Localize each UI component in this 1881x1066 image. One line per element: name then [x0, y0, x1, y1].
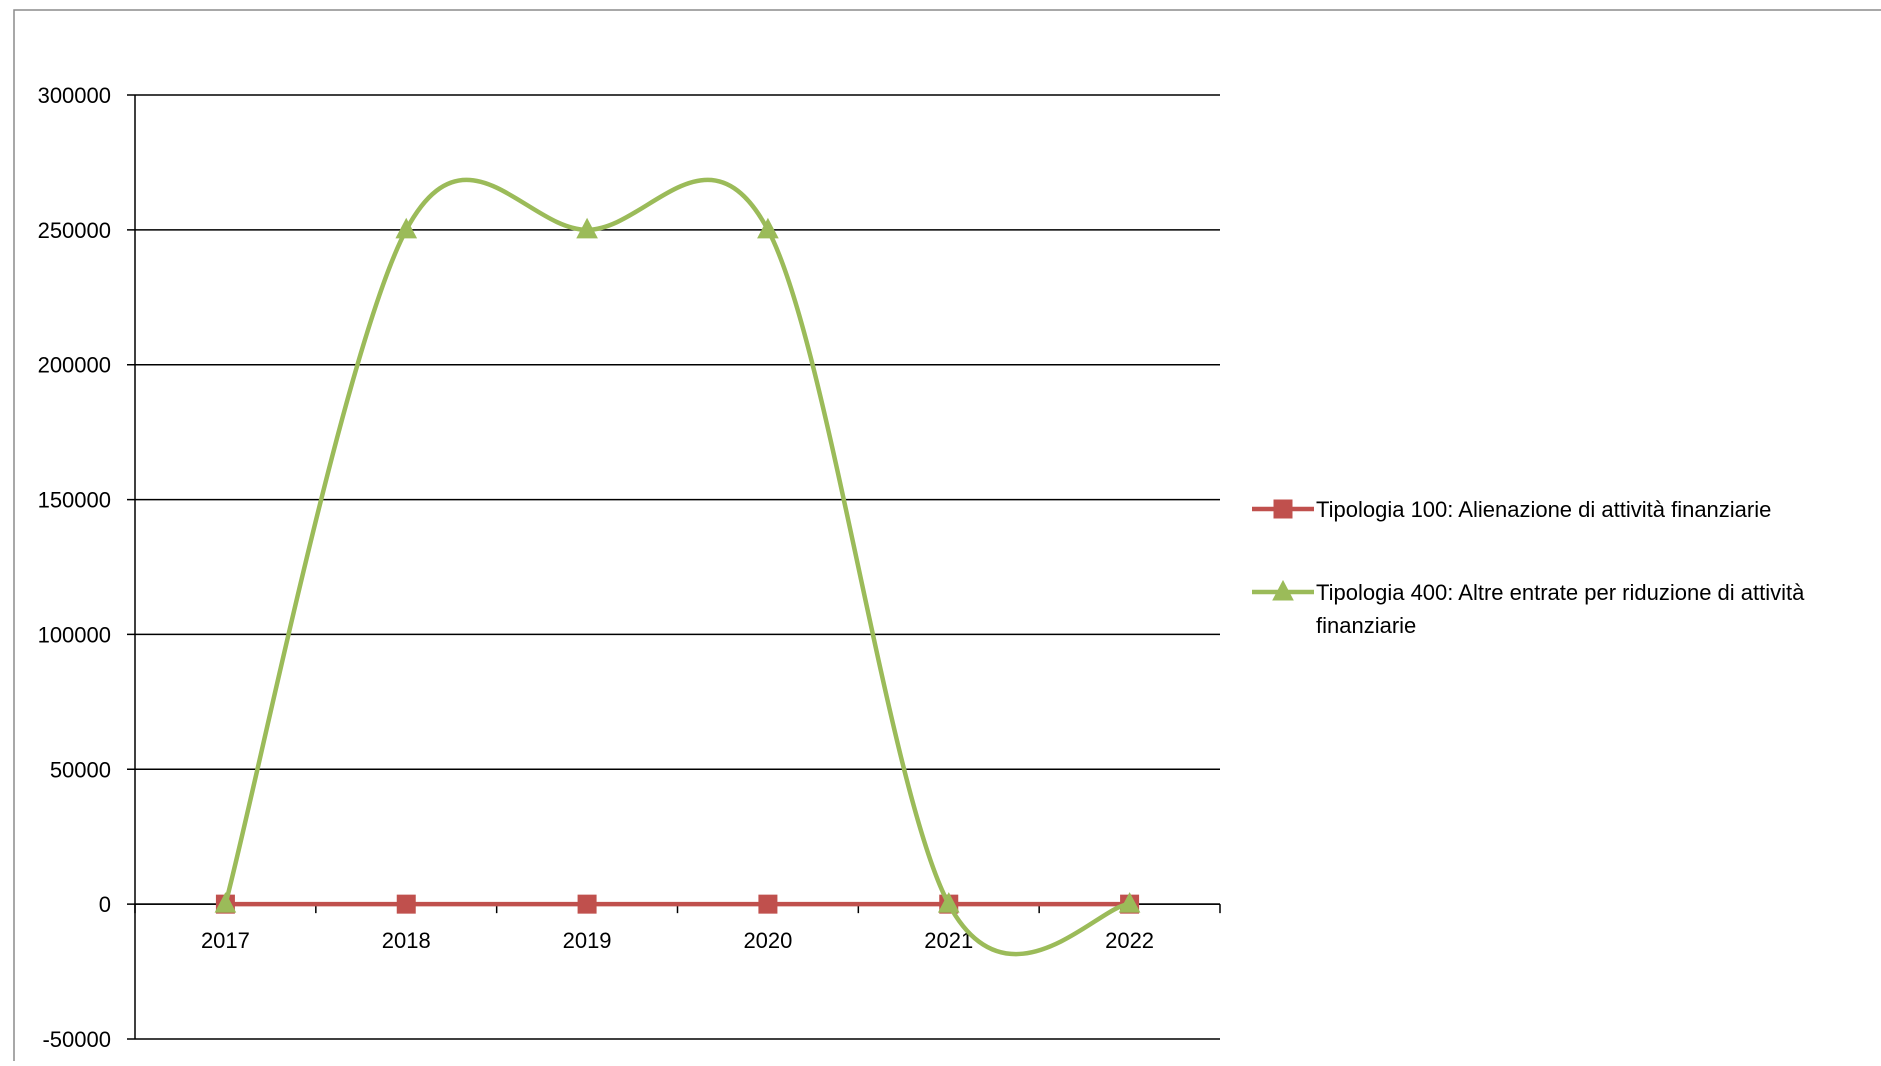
x-tick-label: 2020	[743, 928, 792, 953]
data-point	[937, 892, 960, 913]
data-point	[395, 217, 418, 239]
data-point	[757, 217, 779, 239]
y-axis-tick-labels: -50000 0 50000 100000 150000 200000 250000 3000…	[38, 83, 111, 1052]
x-tick-label: 2018	[382, 928, 431, 953]
legend-marker	[1272, 579, 1294, 601]
legend-label: Tipologia 100: Alienazione di attività f…	[1316, 497, 1771, 522]
data-point	[577, 894, 597, 914]
x-tick-label: 2017	[201, 928, 250, 953]
y-tick-label: 50000	[50, 757, 111, 782]
data-point	[396, 894, 416, 914]
legend-label: finanziarie	[1316, 613, 1416, 638]
x-tick-label: 2022	[1105, 928, 1154, 953]
x-tick-label: 2021	[924, 928, 973, 953]
y-tick-label: 150000	[38, 488, 111, 513]
y-tick-label: 0	[99, 892, 111, 917]
data-point	[214, 892, 237, 913]
legend: Tipologia 100: Alienazione di attività f…	[1252, 497, 1805, 638]
series-2	[214, 177, 1141, 957]
legend-item-1: Tipologia 100: Alienazione di attività f…	[1252, 497, 1771, 522]
legend-marker	[1273, 499, 1293, 519]
chart-border	[13, 9, 1881, 1066]
y-tick-label: 100000	[38, 622, 111, 647]
legend-item-2: Tipologia 400: Altre entrate per riduzio…	[1252, 579, 1805, 638]
y-tick-label: 200000	[38, 353, 111, 378]
x-axis-tick-labels: 2017 2018 2019 2020 2021 2022	[201, 928, 1154, 953]
y-tick-label: 250000	[38, 218, 111, 243]
y-tick-label: -50000	[42, 1027, 111, 1052]
series	[214, 177, 1141, 957]
data-point	[758, 894, 778, 914]
x-tick-label: 2019	[563, 928, 612, 953]
legend-label: Tipologia 400: Altre entrate per riduzio…	[1316, 580, 1805, 605]
data-point	[576, 217, 598, 239]
data-point	[1118, 892, 1141, 913]
y-tick-label: 300000	[38, 83, 111, 108]
